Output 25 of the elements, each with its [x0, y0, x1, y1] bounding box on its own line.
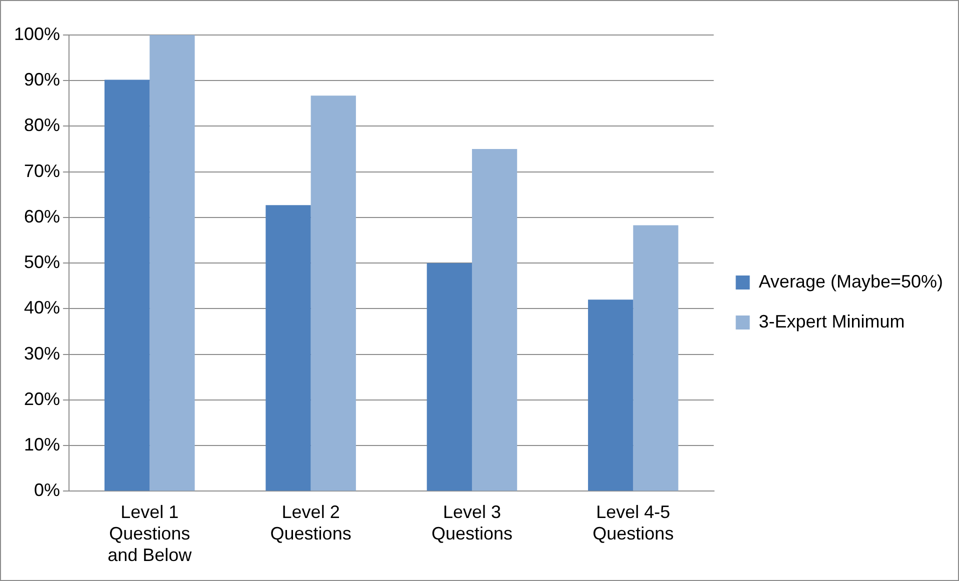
y-tick-label: 30%	[24, 343, 60, 364]
y-tick-label: 80%	[24, 115, 60, 136]
y-tick-label: 0%	[34, 480, 60, 500]
y-tick-label: 40%	[24, 298, 60, 318]
bar	[266, 205, 311, 491]
legend-label: Average (Maybe=50%)	[758, 271, 944, 292]
legend-label: 3-Expert Minimum	[758, 311, 905, 332]
y-tick-label: 10%	[24, 434, 60, 455]
bar	[104, 80, 150, 491]
x-tick-label: Level 2 Questions	[270, 502, 352, 544]
y-tick-label: 20%	[24, 388, 60, 409]
y-tick-label: 100%	[14, 24, 60, 44]
bar	[633, 225, 678, 491]
bar	[472, 149, 518, 491]
x-tick-label: Level 1 Questions and Below	[108, 502, 193, 566]
y-tick-label: 50%	[24, 252, 60, 272]
bar	[310, 96, 356, 491]
y-tick-label: 60%	[24, 206, 60, 226]
x-tick-label: Level 3 Questions	[431, 502, 513, 544]
y-tick-label: 70%	[24, 160, 60, 181]
bar	[588, 300, 634, 491]
bar	[150, 35, 195, 491]
x-tick-label: Level 4-5 Questions	[592, 502, 674, 544]
y-tick-label: 90%	[24, 70, 60, 90]
bar	[426, 263, 472, 491]
